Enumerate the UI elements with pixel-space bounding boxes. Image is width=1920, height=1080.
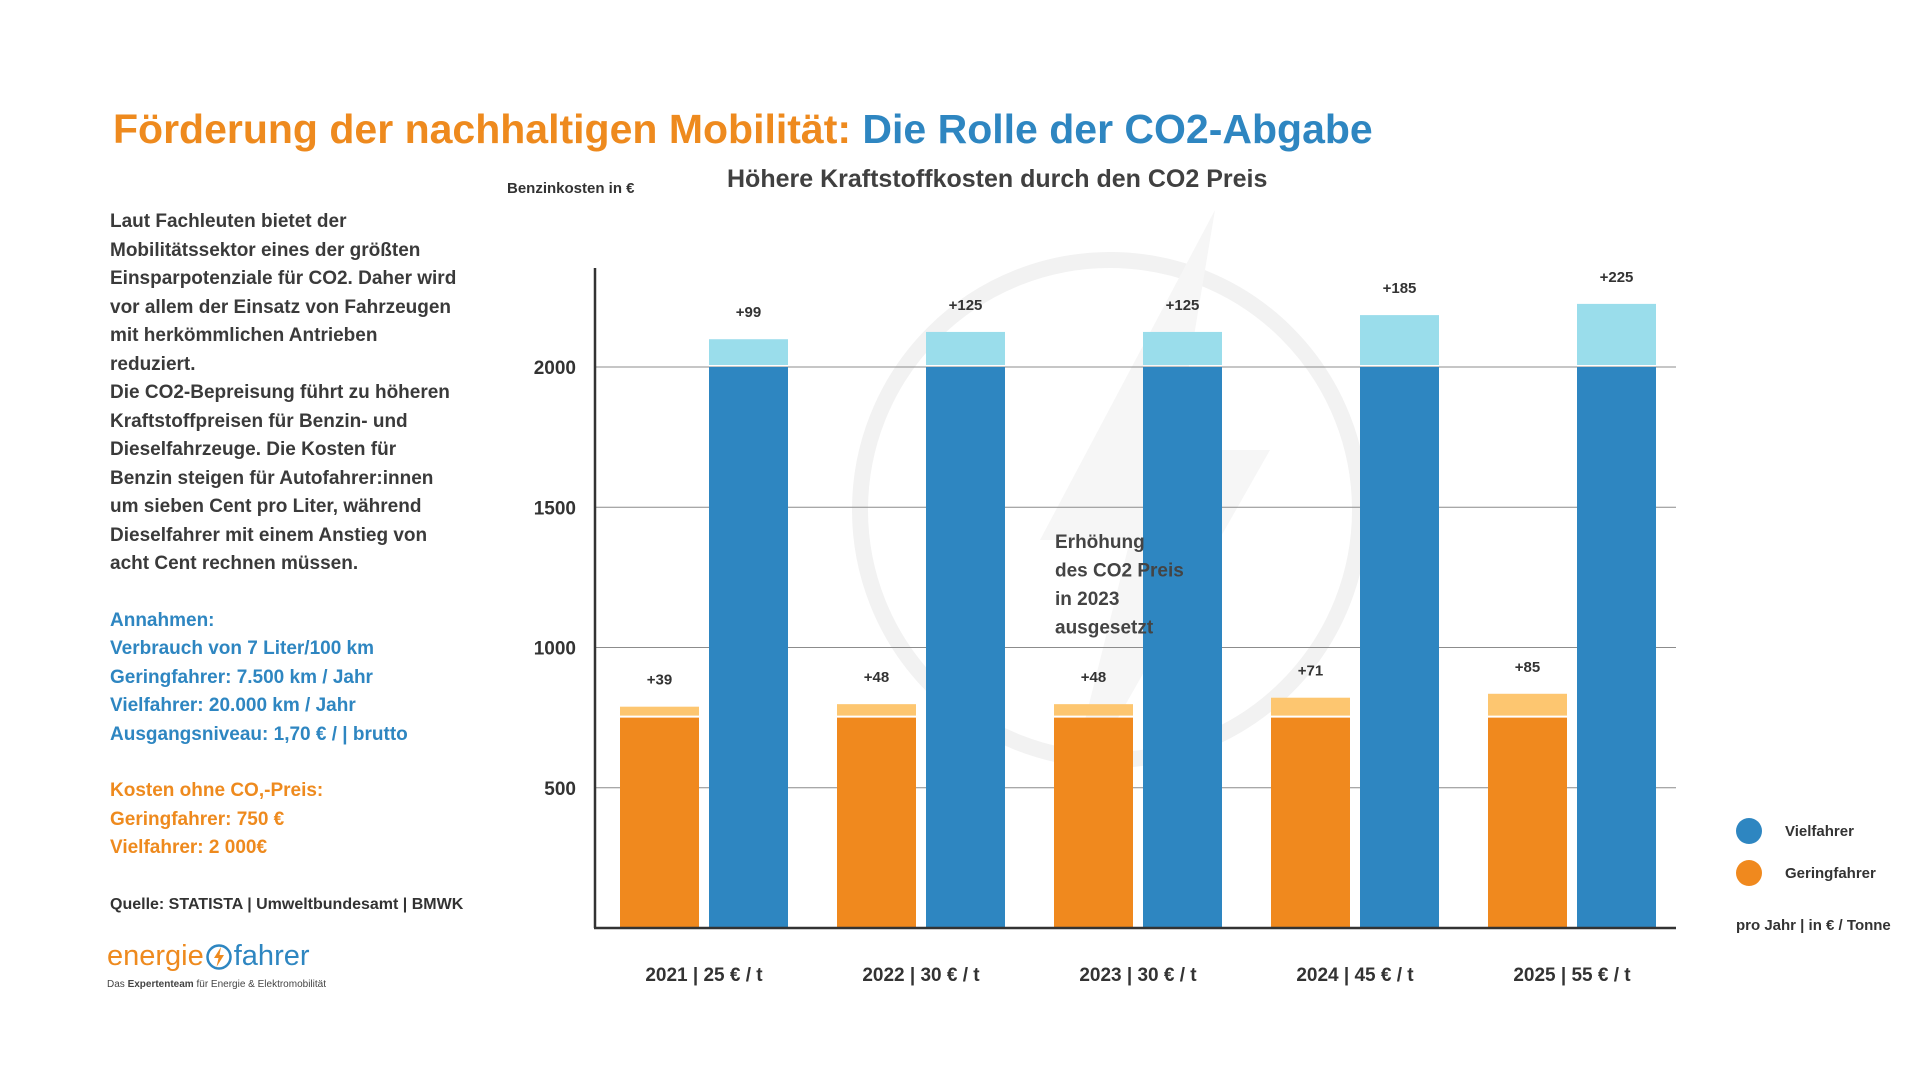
bar-vielfahrer-base [1577,367,1656,928]
bar-geringfahrer-increase [1054,704,1133,716]
data-label-vielfahrer: +125 [949,297,983,314]
intro-line: Einsparpotenziale für CO2. Daher wird [110,268,457,289]
data-label-vielfahrer: +125 [1166,297,1200,314]
title-part-orange: Förderung der nachhaltigen Mobilität: [113,106,863,152]
data-label-vielfahrer: +225 [1600,269,1634,286]
intro-line: mit herkömmlichen Antrieben [110,325,378,346]
x-tick-label: 2025 | 55 € / t [1513,965,1631,986]
intro-line: acht Cent rechnen müssen. [110,553,359,574]
intro-line: reduziert. [110,353,196,375]
x-tick-label: 2023 | 30 € / t [1079,965,1197,986]
assumption-line: Vielfahrer: 20.000 km / Jahr [110,695,356,716]
legend-item-geringfahrer: Geringfahrer [1736,852,1876,894]
lightning-icon [205,943,233,978]
legend-label-geringfahrer: Geringfahrer [1785,864,1876,882]
bar-geringfahrer-increase [837,704,916,716]
costs-heading: Kosten ohne CO,-Preis: [110,780,324,801]
y-tick-label: 2000 [534,358,576,379]
bar-vielfahrer-base [1360,367,1439,928]
y-tick-label: 1000 [534,639,576,660]
intro-line: Mobilitätssektor eines der größten [110,239,421,261]
data-label-vielfahrer: +99 [736,304,761,321]
intro-line: Benzin steigen für Autofahrer:innen [110,467,434,489]
chart-legend: Vielfahrer Geringfahrer [1736,810,1876,894]
data-label-geringfahrer: +71 [1298,663,1323,680]
intro-line: Kraftstoffpreisen für Benzin- und [110,410,408,432]
x-tick-label: 2024 | 45 € / t [1296,965,1414,986]
source-note: Quelle: STATISTA | Umweltbundesamt | BMW… [110,895,464,913]
bar-vielfahrer-increase [1360,315,1439,365]
intro-line: Laut Fachleuten bietet der [110,211,347,232]
assumptions-block: Annahmen: Verbrauch von 7 Liter/100 km G… [110,607,480,750]
bar-geringfahrer-base [1054,717,1133,928]
annotation-line: in 2023 [1055,589,1119,610]
data-label-geringfahrer: +48 [864,669,889,686]
legend-swatch-vielfahrer [1736,818,1762,844]
annotation-line: ausgesetzt [1055,618,1154,639]
y-axis-label: Benzinkosten in € [507,180,635,197]
annotation-line: Erhöhung [1055,532,1145,553]
logo-word-energie: energie [107,940,204,972]
legend-item-vielfahrer: Vielfahrer [1736,810,1876,852]
intro-line: Dieselfahrer mit einem Anstieg von [110,524,428,546]
annotation-line: des CO2 Preis [1055,561,1184,582]
logo-tagline: Das Expertenteam für Energie & Elektromo… [107,979,326,990]
bar-geringfahrer-increase [1271,697,1350,716]
x-tick-label: 2021 | 25 € / t [645,965,763,986]
y-tick-label: 1500 [534,498,576,519]
assumption-line: Verbrauch von 7 Liter/100 km [110,638,375,659]
left-text-panel: Laut Fachleuten bietet der Mobilitätssek… [110,208,480,919]
chart-title: Höhere Kraftstoffkosten durch den CO2 Pr… [727,165,1268,193]
unit-note: pro Jahr | in € / Tonne [1736,917,1891,934]
data-label-geringfahrer: +85 [1515,659,1540,676]
bar-vielfahrer-base [926,367,1005,928]
bar-vielfahrer-increase [1577,303,1656,365]
intro-text: Laut Fachleuten bietet der Mobilitätssek… [110,208,480,579]
data-label-vielfahrer: +185 [1383,280,1417,297]
bar-geringfahrer-increase [620,706,699,716]
bar-geringfahrer-base [837,717,916,928]
assumptions-heading: Annahmen: [110,609,215,631]
legend-label-vielfahrer: Vielfahrer [1785,822,1854,840]
company-logo: energie fahrer Das Expertenteam für Energ… [107,940,326,990]
bar-vielfahrer-base [709,367,788,928]
assumption-line: Ausgangsniveau: 1,70 € / | brutto [110,723,408,745]
bar-geringfahrer-base [1488,717,1567,928]
bar-vielfahrer-increase [1143,331,1222,365]
title-part-blue: Die Rolle der CO2-Abgabe [862,106,1373,152]
cost-line: Geringfahrer: 750 € [110,808,285,830]
intro-line: um sieben Cent pro Liter, während [110,496,422,517]
intro-line: Dieselfahrzeuge. Die Kosten für [110,439,397,460]
bar-vielfahrer-base [1143,367,1222,928]
data-label-geringfahrer: +39 [647,672,672,689]
bar-vielfahrer-increase [926,331,1005,365]
legend-swatch-geringfahrer [1736,860,1762,886]
assumption-line: Geringfahrer: 7.500 km / Jahr [110,666,373,688]
intro-line: vor allem der Einsatz von Fahrzeugen [110,296,452,318]
bar-vielfahrer-increase [709,339,788,365]
cost-line: Vielfahrer: 2 000€ [110,837,268,858]
bar-geringfahrer-increase [1488,693,1567,716]
bar-geringfahrer-base [620,717,699,928]
costs-block: Kosten ohne CO,-Preis: Geringfahrer: 750… [110,777,480,863]
y-tick-label: 500 [544,779,576,800]
intro-line: Die CO2-Bepreisung führt zu höheren [110,382,450,403]
bar-geringfahrer-base [1271,717,1350,928]
page-title: Förderung der nachhaltigen Mobilität: Di… [113,106,1373,153]
data-label-geringfahrer: +48 [1081,669,1106,686]
x-tick-label: 2022 | 30 € / t [862,965,980,986]
logo-word-fahrer: fahrer [233,940,310,972]
